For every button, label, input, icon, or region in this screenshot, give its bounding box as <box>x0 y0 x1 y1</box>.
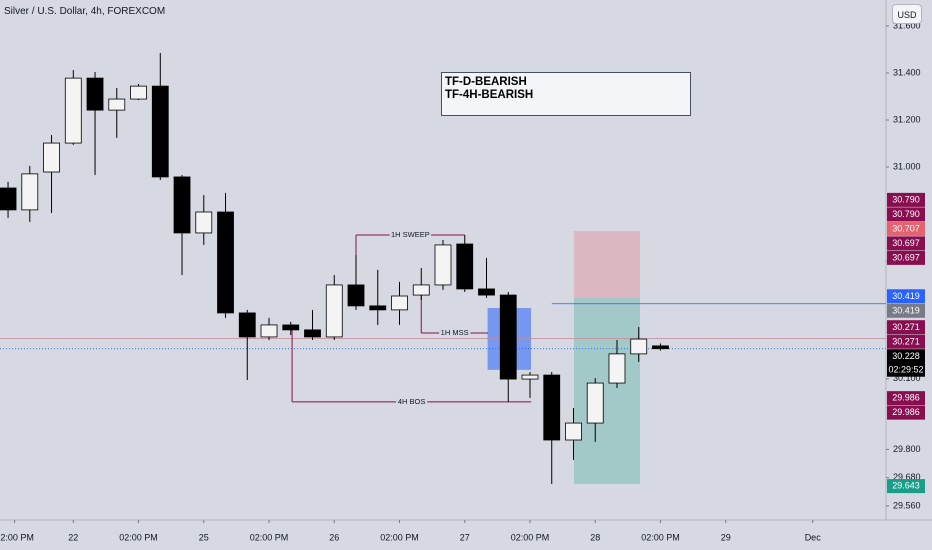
x-tick-label: 02:00 PM <box>0 532 34 542</box>
x-tick-label: 02:00 PM <box>250 532 289 542</box>
price-label-box <box>887 405 925 420</box>
price-label: 30.228 <box>892 351 920 361</box>
countdown: 02:29:52 <box>888 365 923 375</box>
y-tick-label: 31.400 <box>893 67 921 77</box>
y-tick-label: 30.100 <box>893 373 921 383</box>
candle-body <box>543 374 561 441</box>
y-tick-label: 31.000 <box>893 161 921 171</box>
candle-body <box>260 324 278 338</box>
x-tick-label: 02:00 PM <box>511 532 550 542</box>
level-label: 4H BOS <box>398 397 426 406</box>
price-label-box <box>887 334 925 349</box>
y-tick-label: 31.200 <box>893 114 921 124</box>
x-tick-label: 02:00 PM <box>641 532 680 542</box>
price-label-box <box>887 192 925 207</box>
candle-body <box>521 374 539 380</box>
candle-body <box>282 324 300 331</box>
price-label: 30.707 <box>892 223 920 233</box>
currency-button[interactable]: USD <box>892 4 922 24</box>
price-label-box <box>887 207 925 222</box>
candle-body <box>43 142 60 173</box>
candle-body <box>391 295 408 311</box>
price-label: 30.271 <box>892 336 920 346</box>
candle-body <box>304 329 321 338</box>
price-label: 30.419 <box>892 291 920 301</box>
candle-body <box>21 173 39 211</box>
note-box: TF-D-BEARISH TF-4H-BEARISH <box>441 72 691 116</box>
candle-body <box>369 305 387 311</box>
candle-body <box>652 345 669 350</box>
price-label: 30.790 <box>892 209 920 219</box>
candle-body <box>412 284 430 296</box>
x-tick-label: 02:00 PM <box>119 532 158 542</box>
candle-body <box>238 312 256 338</box>
note-line: TF-D-BEARISH <box>445 76 527 88</box>
candle-body <box>64 77 82 144</box>
candle-body <box>0 187 17 211</box>
price-label: 29.986 <box>892 393 920 403</box>
candle-body <box>325 284 343 338</box>
level-label: 1H MSS <box>441 328 469 337</box>
price-label: 30.697 <box>892 238 920 248</box>
price-label: 29.643 <box>892 481 920 491</box>
x-tick-label: 26 <box>329 532 339 542</box>
x-tick-label: 29 <box>721 532 731 542</box>
candle-body <box>499 294 517 380</box>
price-label-box <box>887 479 925 494</box>
candle-body <box>630 338 648 355</box>
chart-title: Silver / U.S. Dollar, 4h, FOREXCOM <box>4 6 166 17</box>
y-tick-label: 29.560 <box>893 500 921 510</box>
candle-body <box>195 211 213 234</box>
level-label: 1H SWEEP <box>391 230 430 239</box>
note-line: TF-4H-BEARISH <box>445 88 534 101</box>
candle-body <box>217 211 234 314</box>
candle-body <box>478 288 495 296</box>
x-tick-label: Dec <box>805 532 822 542</box>
y-tick-label: 31.600 <box>893 20 921 30</box>
y-tick-label: 29.800 <box>893 444 921 454</box>
x-tick-label: 28 <box>590 532 600 542</box>
price-label: 30.790 <box>892 194 920 204</box>
candle-body <box>173 176 191 234</box>
price-label-box <box>887 289 925 304</box>
price-label-box <box>887 236 925 251</box>
price-label-box <box>887 303 925 318</box>
price-label-box <box>887 320 925 335</box>
candle-body <box>456 243 474 290</box>
price-label: 29.986 <box>892 407 920 417</box>
candle-body <box>151 85 169 178</box>
candle-body <box>108 98 126 111</box>
candle-body <box>130 85 147 100</box>
price-label-box <box>887 221 925 236</box>
price-label: 30.419 <box>892 305 920 315</box>
zone <box>573 231 641 298</box>
candle-body <box>347 284 365 307</box>
x-tick-label: 25 <box>199 532 209 542</box>
price-label-box <box>887 391 925 406</box>
candle-body <box>86 77 104 111</box>
price-label-box <box>887 250 925 265</box>
zone <box>573 297 641 484</box>
price-label-box <box>887 349 925 377</box>
candle-body <box>586 382 604 424</box>
price-label: 30.271 <box>892 322 920 332</box>
y-tick-label: 29.680 <box>893 472 921 482</box>
x-tick-label: 27 <box>460 532 470 542</box>
candle-body <box>434 244 452 286</box>
candle-body <box>608 353 626 384</box>
price-label: 30.697 <box>892 252 920 262</box>
candle-body <box>565 422 582 441</box>
x-tick-label: 02:00 PM <box>380 532 419 542</box>
x-tick-label: 22 <box>68 532 78 542</box>
